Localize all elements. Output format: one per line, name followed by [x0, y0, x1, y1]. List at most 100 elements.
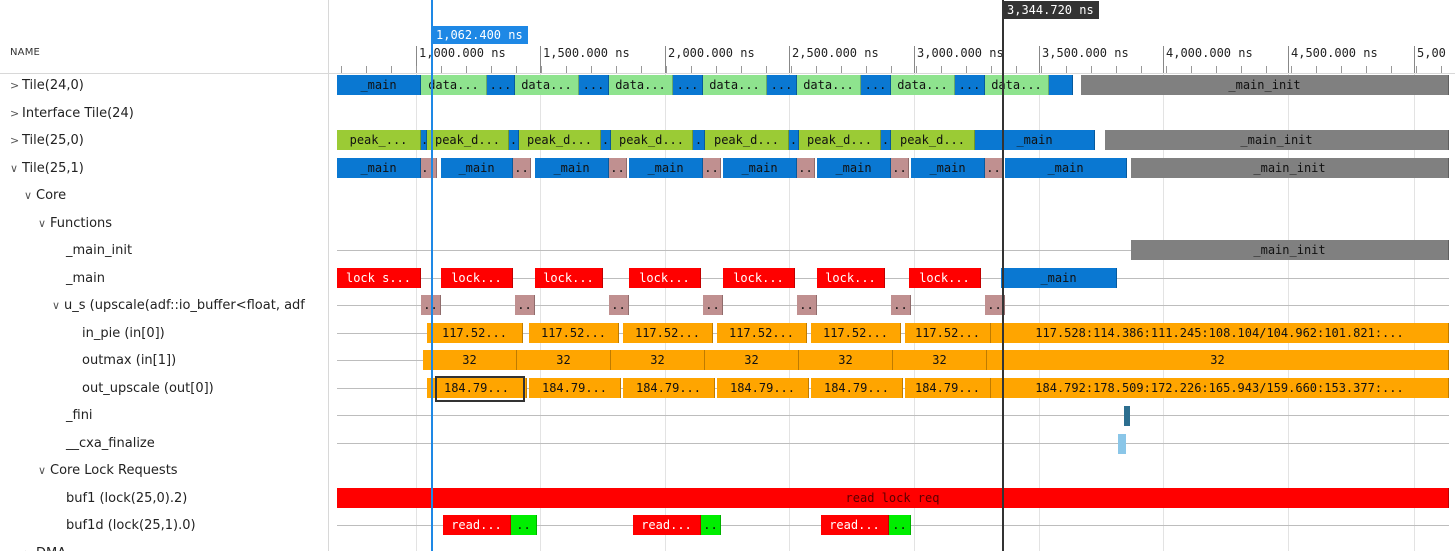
- tile-24-0-segment[interactable]: ...: [673, 75, 703, 95]
- blue-cursor-line[interactable]: [431, 0, 433, 551]
- out-upscale-segment[interactable]: 184.79...: [811, 377, 903, 398]
- chevron-right-icon[interactable]: >: [10, 134, 20, 147]
- in-pie-segment[interactable]: 117.52...: [811, 322, 901, 343]
- outmax-segment[interactable]: 32: [893, 350, 987, 370]
- tile-25-0-segment[interactable]: .: [509, 130, 519, 150]
- out-upscale-segment[interactable]: 184.79...: [529, 377, 621, 398]
- chevron-right-icon[interactable]: >: [10, 79, 20, 92]
- tile-25-1-segment[interactable]: ..: [797, 157, 815, 178]
- chevron-down-icon[interactable]: ∨: [38, 216, 47, 230]
- tile-24-0-segment[interactable]: data...: [891, 75, 955, 95]
- buf1d-segment[interactable]: ..: [511, 515, 537, 535]
- tree-row-tile-24-0[interactable]: > Tile(24,0): [10, 76, 84, 96]
- u-s-segment[interactable]: ..: [515, 295, 535, 315]
- main-segment[interactable]: _main: [1001, 267, 1117, 288]
- tree-row-fini[interactable]: _fini: [66, 406, 93, 426]
- main-segment[interactable]: lock...: [909, 267, 981, 288]
- tile-25-0-segment[interactable]: peak_...: [337, 130, 421, 150]
- main-segment[interactable]: lock...: [441, 267, 513, 288]
- tree-row-functions[interactable]: ∨ Functions: [38, 214, 112, 234]
- tile-24-0-segment[interactable]: ...: [767, 75, 797, 95]
- tile-24-0-segment[interactable]: _main_init: [1081, 75, 1449, 95]
- buf1d-segment[interactable]: read...: [821, 515, 889, 535]
- in-pie-segment[interactable]: 117.52...: [717, 322, 807, 343]
- chevron-right-icon[interactable]: >: [10, 106, 20, 120]
- time-ruler[interactable]: 1,000.000 ns 1,500.000 ns 2,000.000 ns 2,50…: [329, 0, 1455, 74]
- outmax-segment[interactable]: 32: [799, 350, 893, 370]
- tree-row-outmax-in-1[interactable]: outmax (in[1]): [82, 351, 176, 371]
- blue-cursor-label[interactable]: 1,062.400 ns: [431, 26, 528, 44]
- function-marker[interactable]: [1118, 433, 1126, 454]
- tree-row-in-pie-in-0[interactable]: in_pie (in[0]): [82, 324, 165, 344]
- dark-cursor-label[interactable]: 3,344.720 ns: [1002, 1, 1099, 19]
- tree-row-buf1-lock-25-0-2[interactable]: buf1 (lock(25,0).2): [66, 489, 187, 509]
- tile-24-0-segment[interactable]: data...: [703, 75, 767, 95]
- tile-25-1-segment[interactable]: ..: [891, 157, 909, 178]
- chevron-right-icon[interactable]: >: [24, 544, 36, 551]
- u-s-segment[interactable]: ..: [703, 295, 723, 315]
- out-upscale-segment[interactable]: 184.79...: [427, 377, 527, 398]
- tree-row-out-upscale-out-0[interactable]: out_upscale (out[0]): [82, 379, 214, 399]
- u-s-segment[interactable]: ..: [797, 295, 817, 315]
- u-s-segment[interactable]: ..: [985, 295, 1005, 315]
- tile-25-0-segment[interactable]: peak_d...: [519, 130, 601, 150]
- tree-row-tile-25-0[interactable]: > Tile(25,0): [10, 131, 84, 151]
- out-upscale-segment[interactable]: 184.79...: [623, 377, 715, 398]
- u-s-segment[interactable]: ..: [891, 295, 911, 315]
- tile-24-0-segment[interactable]: ...: [861, 75, 891, 95]
- tile-25-1-segment[interactable]: ..: [609, 157, 627, 178]
- chevron-down-icon[interactable]: ∨: [38, 464, 47, 477]
- chevron-down-icon[interactable]: ∨: [24, 189, 33, 202]
- tile-25-0-segment[interactable]: .: [601, 130, 611, 150]
- tile-25-0-segment[interactable]: .: [421, 130, 427, 150]
- tile-25-1-segment[interactable]: _main: [1005, 157, 1127, 178]
- tile-25-1-segment[interactable]: _main: [441, 157, 513, 178]
- tile-25-0-segment[interactable]: peak_d...: [611, 130, 693, 150]
- tile-25-1-segment[interactable]: _main: [911, 157, 985, 178]
- tile-25-1-segment[interactable]: ..: [985, 157, 1003, 178]
- tile-24-0-segment[interactable]: data...: [515, 75, 579, 95]
- tile-25-1-segment[interactable]: _main: [723, 157, 797, 178]
- tile-24-0-segment[interactable]: ...: [579, 75, 609, 95]
- outmax-segment[interactable]: 32: [611, 350, 705, 370]
- tile-25-1-segment[interactable]: _main: [817, 157, 891, 178]
- tile-25-1-segment[interactable]: _main_init: [1131, 157, 1449, 178]
- tree-row-buf1d-lock-25-1-0[interactable]: buf1d (lock(25,1).0): [66, 516, 196, 536]
- tile-25-1-segment[interactable]: _main: [535, 157, 609, 178]
- chevron-down-icon[interactable]: ∨: [10, 161, 19, 175]
- tile-25-0-segment[interactable]: .: [789, 130, 799, 150]
- tree-row-tile-25-1[interactable]: ∨ Tile(25,1): [10, 159, 84, 179]
- outmax-segment[interactable]: 32: [705, 350, 799, 370]
- tile-25-0-segment[interactable]: peak_d...: [705, 130, 789, 150]
- tile-24-0-segment[interactable]: data...: [797, 75, 861, 95]
- in-pie-segment[interactable]: 117.528:114.386:111.245:108.104/104.962:…: [991, 322, 1449, 343]
- buf1d-segment[interactable]: ..: [889, 515, 911, 535]
- in-pie-segment[interactable]: 117.52...: [905, 322, 991, 343]
- timeline-panel[interactable]: 1,000.000 ns 1,500.000 ns 2,000.000 ns 2,50…: [329, 0, 1455, 551]
- tree-row-main[interactable]: _main: [66, 269, 105, 289]
- outmax-segment[interactable]: 32: [987, 350, 1449, 370]
- tile-25-0-segment[interactable]: .: [693, 130, 705, 150]
- main-segment[interactable]: lock...: [723, 267, 795, 288]
- out-upscale-segment[interactable]: 184.79...: [717, 377, 809, 398]
- main-segment[interactable]: lock s...: [337, 267, 421, 288]
- tree-row-dma[interactable]: >DMA: [24, 544, 66, 551]
- tree-row-u-s-upscale-adf-io-buffer-float-adf[interactable]: ∨ u_s (upscale(adf::io_buffer<float, adf: [52, 296, 305, 316]
- tile-25-1-segment[interactable]: _main: [629, 157, 703, 178]
- tree-row-core[interactable]: ∨ Core: [24, 186, 66, 206]
- name-column-header[interactable]: NAME: [10, 47, 41, 58]
- tree-row-cxa-finalize[interactable]: __cxa_finalize: [66, 434, 155, 454]
- out-upscale-segment[interactable]: 184.792:178.509:172.226:165.943/159.660:…: [991, 377, 1449, 398]
- tile-25-0-segment[interactable]: peak_d...: [427, 130, 509, 150]
- in-pie-segment[interactable]: 117.52...: [529, 322, 619, 343]
- dark-cursor-line[interactable]: [1002, 0, 1004, 551]
- tile-25-0-segment[interactable]: _main_init: [1105, 130, 1449, 150]
- outmax-segment[interactable]: 32: [517, 350, 611, 370]
- tile-25-1-segment[interactable]: _main: [337, 157, 421, 178]
- in-pie-segment[interactable]: 117.52...: [427, 322, 523, 343]
- tile-24-0-segment[interactable]: ...: [955, 75, 985, 95]
- main-segment[interactable]: lock...: [535, 267, 603, 288]
- tree-row-interface-tile-24[interactable]: > Interface Tile(24): [10, 104, 134, 124]
- in-pie-segment[interactable]: 117.52...: [623, 322, 713, 343]
- u-s-segment[interactable]: ..: [609, 295, 629, 315]
